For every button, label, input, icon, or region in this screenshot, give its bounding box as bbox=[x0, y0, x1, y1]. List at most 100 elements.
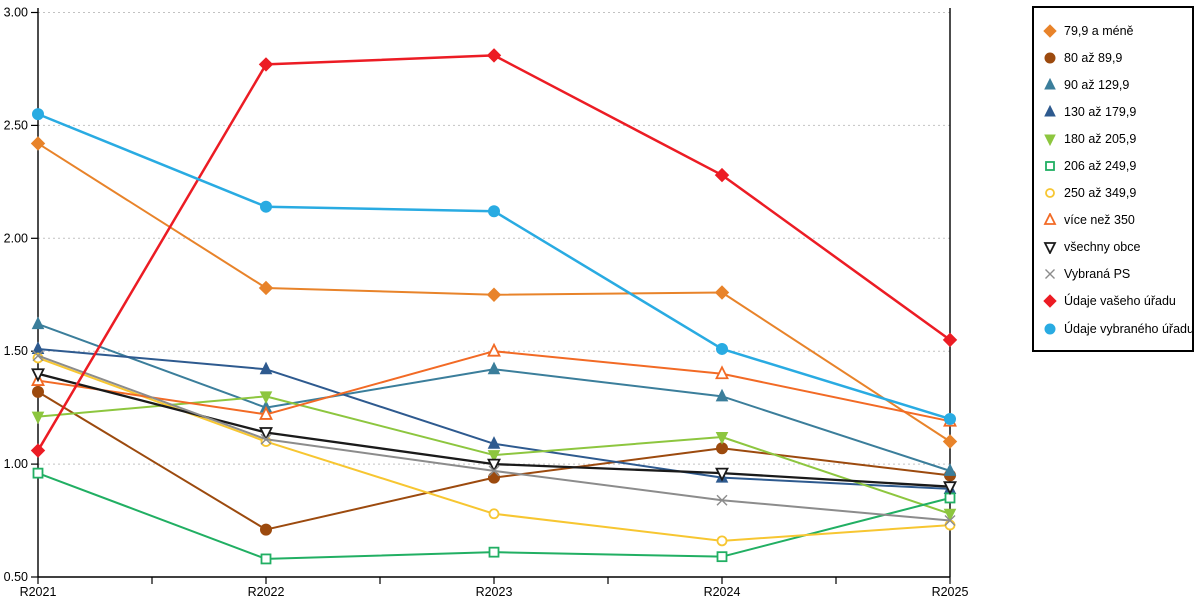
circle-marker-icon bbox=[32, 108, 44, 121]
diamond-marker-icon bbox=[714, 167, 730, 183]
x-marker-icon bbox=[32, 350, 44, 362]
triangle-up-marker-icon bbox=[487, 342, 501, 357]
triangle-down-marker-icon bbox=[715, 432, 729, 445]
legend-label: Údaje vašeho úřadu bbox=[1064, 294, 1176, 309]
x-tick-label: R2025 bbox=[932, 585, 969, 599]
triangle-down-legend-marker-icon bbox=[1043, 242, 1057, 255]
x-tick-label: R2022 bbox=[248, 585, 285, 599]
legend-label: 250 až 349,9 bbox=[1064, 186, 1137, 201]
legend-item: Údaje vybraného úřadu bbox=[1034, 315, 1194, 342]
legend-item: 250 až 349,9 bbox=[1034, 180, 1192, 207]
x-tick-label: R2021 bbox=[20, 585, 57, 599]
diamond-marker-icon bbox=[942, 332, 958, 348]
triangle-up-marker-icon bbox=[715, 388, 729, 402]
legend-label: 90 až 129,9 bbox=[1064, 77, 1130, 92]
triangle-down-marker-icon bbox=[487, 450, 501, 463]
circle-legend-marker-icon bbox=[1044, 323, 1056, 335]
legend-item: 90 až 129,9 bbox=[1034, 71, 1192, 98]
triangle-up-marker-icon bbox=[943, 463, 957, 476]
triangle-up-marker-icon bbox=[715, 365, 729, 380]
legend-item: 79,9 a méně bbox=[1034, 17, 1192, 44]
legend-label: všechny obce bbox=[1064, 240, 1141, 255]
circle-marker-icon bbox=[944, 519, 956, 531]
x-tick-label: R2024 bbox=[704, 585, 741, 599]
triangle-down-marker-icon bbox=[943, 508, 957, 522]
triangle-down-marker-icon bbox=[31, 411, 45, 425]
x-marker-icon bbox=[260, 433, 272, 445]
circle-marker-icon bbox=[32, 385, 44, 398]
triangle-up-marker-icon bbox=[487, 436, 501, 449]
diamond-marker-icon bbox=[942, 434, 958, 449]
triangle-up-legend-marker-icon bbox=[1043, 213, 1057, 226]
legend-label: více než 350 bbox=[1064, 213, 1135, 228]
x-marker-icon bbox=[716, 494, 728, 506]
diamond-marker-icon bbox=[30, 136, 46, 151]
circle-marker-icon bbox=[488, 508, 500, 520]
circle-marker-icon bbox=[1044, 323, 1056, 335]
triangle-up-marker-icon bbox=[259, 405, 273, 420]
triangle-up-marker-icon bbox=[487, 361, 501, 375]
triangle-up-marker-icon bbox=[1044, 77, 1056, 90]
x-marker-icon bbox=[1045, 269, 1055, 280]
legend-label: Vybraná PS bbox=[1064, 267, 1131, 282]
legend-item: všechny obce bbox=[1034, 234, 1192, 261]
diamond-marker-icon bbox=[486, 287, 502, 302]
diamond-marker-icon bbox=[1043, 23, 1057, 38]
circle-marker-icon bbox=[716, 535, 728, 547]
triangle-down-marker-icon bbox=[259, 427, 273, 442]
triangle-down-marker-icon bbox=[487, 458, 501, 473]
circle-legend-marker-icon bbox=[1044, 52, 1056, 64]
y-tick-label: 0.50 bbox=[4, 570, 28, 584]
x-tick-label: R2023 bbox=[476, 585, 513, 599]
y-tick-label: 1.00 bbox=[4, 457, 28, 471]
circle-marker-icon bbox=[1045, 188, 1055, 199]
diamond-legend-marker-icon bbox=[1043, 294, 1057, 309]
chart-legend: 79,9 a méně 80 až 89,9 90 až 129,9 130 až 1… bbox=[1032, 6, 1194, 352]
x-legend-marker-icon bbox=[1045, 269, 1055, 280]
triangle-up-legend-marker-icon bbox=[1044, 104, 1056, 117]
square-marker-icon bbox=[488, 546, 500, 558]
legend-label: 80 až 89,9 bbox=[1064, 50, 1123, 65]
diamond-marker-icon bbox=[1043, 294, 1057, 309]
legend-label: Údaje vybraného úřadu bbox=[1064, 321, 1194, 336]
legend-item: 180 až 205,9 bbox=[1034, 125, 1192, 152]
diamond-marker-icon bbox=[258, 57, 274, 72]
square-marker-icon bbox=[716, 551, 728, 563]
legend-item: 206 až 249,9 bbox=[1034, 152, 1192, 179]
diamond-legend-marker-icon bbox=[1043, 23, 1057, 38]
circle-marker-icon bbox=[260, 523, 272, 536]
square-marker-icon bbox=[260, 553, 272, 565]
triangle-up-marker-icon bbox=[31, 316, 45, 330]
circle-marker-icon bbox=[260, 200, 272, 213]
diamond-marker-icon bbox=[258, 280, 274, 296]
circle-legend-marker-icon bbox=[1045, 188, 1055, 199]
legend-item: 130 až 179,9 bbox=[1034, 98, 1192, 125]
triangle-up-legend-marker-icon bbox=[1044, 77, 1056, 90]
triangle-down-marker-icon bbox=[1044, 134, 1056, 146]
legend-label: 180 až 205,9 bbox=[1064, 131, 1137, 146]
triangle-down-marker-icon bbox=[1043, 242, 1057, 255]
x-marker-icon bbox=[488, 465, 500, 477]
triangle-down-marker-icon bbox=[31, 368, 45, 383]
triangle-down-marker-icon bbox=[715, 467, 729, 482]
y-tick-label: 2.50 bbox=[4, 118, 28, 132]
diamond-marker-icon bbox=[486, 48, 502, 63]
square-marker-icon bbox=[1045, 161, 1055, 171]
y-tick-label: 1.50 bbox=[4, 344, 28, 358]
triangle-up-marker-icon bbox=[1044, 104, 1056, 117]
circle-marker-icon bbox=[488, 205, 500, 218]
square-legend-marker-icon bbox=[1045, 161, 1055, 171]
series-line bbox=[36, 54, 951, 452]
y-tick-label: 3.00 bbox=[4, 6, 28, 20]
triangle-up-marker-icon bbox=[1043, 213, 1057, 226]
legend-item: více než 350 bbox=[1034, 207, 1192, 234]
triangle-up-marker-icon bbox=[259, 361, 273, 375]
circle-marker-icon bbox=[716, 342, 728, 355]
triangle-down-marker-icon bbox=[259, 391, 273, 404]
legend-label: 206 až 249,9 bbox=[1064, 159, 1137, 174]
legend-item: Vybraná PS bbox=[1034, 261, 1192, 288]
triangle-down-marker-icon bbox=[943, 481, 957, 496]
diamond-marker-icon bbox=[30, 443, 46, 458]
